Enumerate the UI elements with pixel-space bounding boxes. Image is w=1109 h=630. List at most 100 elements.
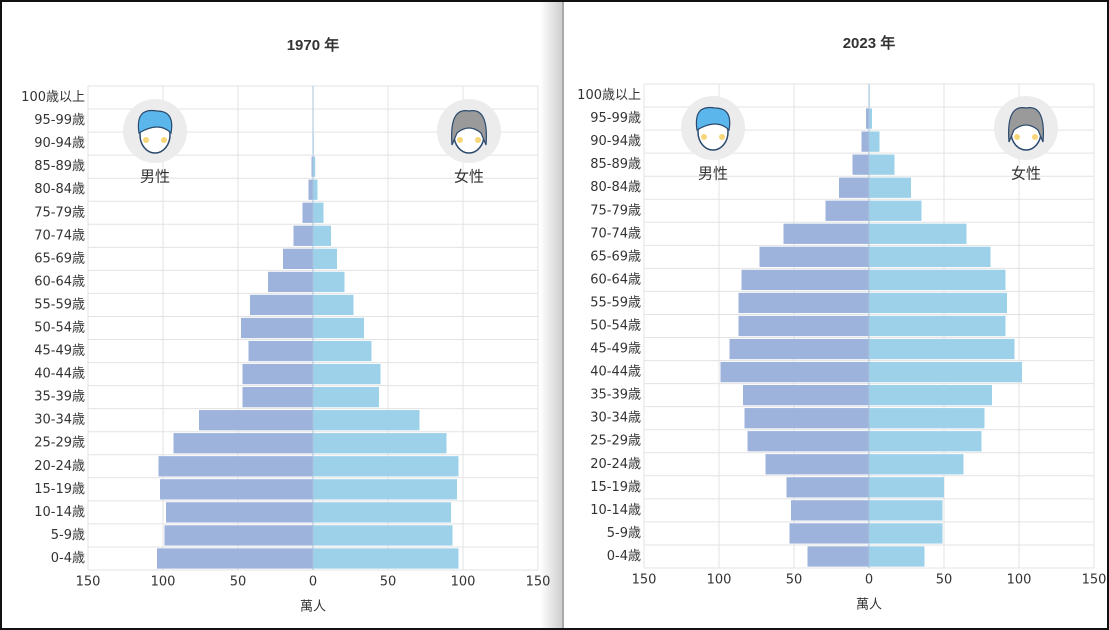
y-tick-label: 15-19歳 bbox=[590, 480, 641, 495]
bar bbox=[164, 525, 313, 546]
x-tick-label: 100 bbox=[1007, 573, 1032, 588]
page-fold bbox=[540, 2, 562, 628]
bar bbox=[869, 269, 1006, 291]
bar bbox=[173, 433, 313, 454]
bar bbox=[869, 200, 922, 221]
legend-label: 男性 bbox=[698, 165, 728, 183]
bar bbox=[313, 248, 337, 269]
y-tick-label: 85-89歳 bbox=[34, 159, 85, 174]
legend-label: 男性 bbox=[140, 168, 170, 186]
y-tick-label: 5-9歳 bbox=[607, 526, 641, 541]
bar bbox=[869, 385, 992, 406]
bar bbox=[242, 363, 313, 385]
legend-icon bbox=[123, 99, 187, 163]
bar bbox=[313, 271, 345, 293]
x-tick-label: 100 bbox=[707, 573, 732, 588]
bar bbox=[869, 338, 1015, 360]
bar bbox=[825, 200, 869, 221]
bar bbox=[786, 477, 869, 498]
x-tick-label: 0 bbox=[309, 575, 317, 590]
bar bbox=[869, 131, 880, 152]
bar bbox=[869, 477, 944, 498]
y-tick-label: 95-99歳 bbox=[34, 113, 85, 128]
bar bbox=[869, 154, 895, 175]
bar bbox=[302, 202, 313, 223]
y-tick-label: 50-54歳 bbox=[34, 321, 85, 336]
legend-icon bbox=[994, 96, 1058, 160]
y-tick-label: 85-89歳 bbox=[590, 157, 641, 172]
legend-label: 女性 bbox=[454, 168, 484, 186]
y-tick-label: 60-64歳 bbox=[590, 272, 641, 287]
y-tick-label: 20-24歳 bbox=[590, 457, 641, 472]
y-tick-label: 40-44歳 bbox=[590, 365, 641, 380]
y-tick-label: 60-64歳 bbox=[34, 274, 85, 289]
legend-icon bbox=[681, 96, 745, 160]
bar bbox=[869, 292, 1007, 314]
y-tick-label: 65-69歳 bbox=[590, 249, 641, 264]
x-tick-label: 100 bbox=[451, 575, 476, 590]
y-tick-label: 95-99歳 bbox=[590, 111, 641, 126]
y-tick-label: 45-49歳 bbox=[590, 342, 641, 357]
bar bbox=[869, 431, 982, 452]
bar bbox=[313, 502, 451, 523]
x-tick-label: 50 bbox=[786, 573, 803, 588]
y-tick-label: 35-39歳 bbox=[34, 390, 85, 405]
bar bbox=[852, 154, 869, 175]
bar bbox=[250, 294, 313, 316]
x-tick-label: 150 bbox=[76, 575, 101, 590]
y-tick-label: 75-79歳 bbox=[34, 205, 85, 220]
y-tick-label: 55-59歳 bbox=[34, 297, 85, 312]
chart-title: 1970 年 bbox=[287, 36, 340, 54]
bar bbox=[747, 431, 869, 452]
bar bbox=[313, 456, 459, 477]
x-tick-label: 50 bbox=[230, 575, 247, 590]
bar bbox=[807, 546, 869, 567]
x-tick-label: 150 bbox=[632, 573, 657, 588]
y-tick-label: 35-39歳 bbox=[590, 388, 641, 403]
bar bbox=[869, 408, 985, 429]
bar bbox=[869, 246, 991, 267]
bar bbox=[313, 179, 318, 200]
y-tick-label: 50-54歳 bbox=[590, 319, 641, 334]
y-tick-label: 70-74歳 bbox=[34, 228, 85, 243]
y-tick-label: 100歳以上 bbox=[577, 88, 641, 103]
y-tick-label: 45-49歳 bbox=[34, 344, 85, 359]
y-tick-label: 30-34歳 bbox=[590, 411, 641, 426]
bar bbox=[283, 248, 313, 269]
bar bbox=[313, 548, 459, 569]
bar bbox=[869, 500, 943, 521]
bar bbox=[313, 340, 372, 362]
bar bbox=[248, 340, 313, 362]
bar bbox=[313, 410, 420, 431]
bar bbox=[160, 479, 313, 500]
legend-icon bbox=[437, 99, 501, 163]
bar bbox=[743, 385, 869, 406]
bar bbox=[789, 523, 869, 544]
bar bbox=[268, 271, 313, 293]
bar bbox=[869, 108, 872, 129]
icon-cheek bbox=[161, 137, 167, 143]
y-tick-label: 15-19歳 bbox=[34, 482, 85, 497]
bar bbox=[313, 387, 379, 408]
bar bbox=[866, 108, 869, 129]
y-tick-label: 40-44歳 bbox=[34, 367, 85, 382]
y-tick-label: 65-69歳 bbox=[34, 251, 85, 266]
x-tick-label: 50 bbox=[380, 575, 397, 590]
bar bbox=[313, 294, 354, 316]
x-tick-label: 150 bbox=[1082, 573, 1107, 588]
icon-hair bbox=[1008, 107, 1044, 143]
y-tick-label: 10-14歳 bbox=[34, 505, 85, 520]
y-tick-label: 80-84歳 bbox=[34, 182, 85, 197]
y-tick-label: 30-34歳 bbox=[34, 413, 85, 428]
icon-cheek bbox=[719, 134, 725, 140]
bar bbox=[759, 246, 869, 267]
bar bbox=[869, 523, 943, 544]
icon-cheek bbox=[1032, 134, 1038, 140]
bar bbox=[869, 315, 1006, 337]
bar bbox=[791, 500, 869, 521]
bar bbox=[157, 548, 313, 569]
y-tick-label: 0-4歳 bbox=[607, 549, 641, 564]
icon-cheek bbox=[1014, 134, 1020, 140]
y-tick-label: 10-14歳 bbox=[590, 503, 641, 518]
bar bbox=[869, 454, 964, 475]
